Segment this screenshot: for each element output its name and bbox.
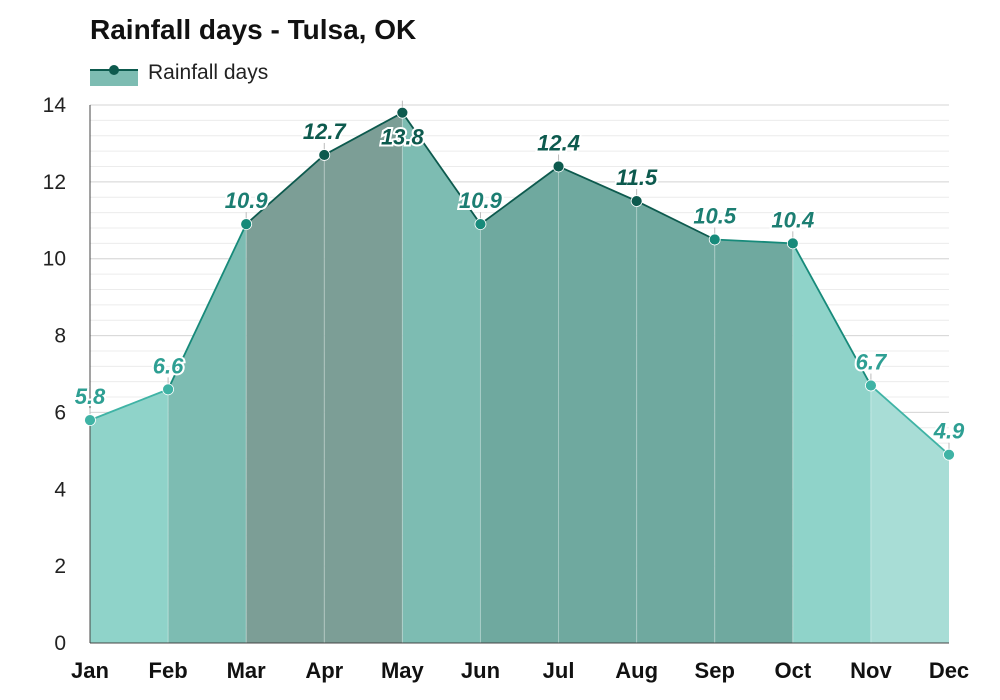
x-tick-label: Oct [774,658,811,683]
area-band [246,154,325,643]
area-band [480,166,559,643]
legend-swatch-icon [90,60,138,86]
legend: Rainfall days [90,60,268,86]
data-label: 13.8 [381,125,425,150]
y-tick-label: 12 [43,171,66,194]
data-label: 10.9 [225,188,269,213]
area-band [402,112,481,643]
x-tick-label: Sep [695,658,735,683]
x-tick-label: Nov [850,658,892,683]
series-line-segment [401,112,482,225]
series-line-segment [636,200,716,241]
area-band [90,389,169,643]
data-label: 12.7 [303,119,348,144]
legend-swatch-fill [90,70,138,86]
series-line-segment [714,238,793,245]
data-point-marker [708,233,721,246]
data-point-marker [396,106,409,119]
data-point-marker [865,379,877,392]
area-band [324,112,403,643]
y-tick-label: 2 [54,555,66,578]
x-tick-label: May [381,658,425,683]
series-line-segment [323,111,403,156]
y-tick-label: 4 [54,478,66,501]
x-tick-label: Aug [615,658,658,683]
series-line-segment [792,242,872,386]
series-line-segment [245,154,325,225]
data-label: 6.7 [856,350,888,375]
x-tick-label: Apr [305,658,343,683]
data-point-marker [318,149,331,161]
x-tick-label: Jun [461,658,500,683]
area-band [714,239,793,643]
series-line-segment [167,223,247,390]
x-tick-label: Jul [543,658,575,683]
y-tick-label: 10 [43,248,66,271]
data-labels: 5.8 6.6 10.9 12.7 13.8 10.9 12.4 11.5 10.5 10.4 6.… [73,117,967,446]
x-tick-label: Jan [71,658,109,683]
area-band [870,385,949,643]
y-tick-label: 8 [54,325,66,348]
data-point-marker [474,218,487,231]
area-band [636,201,715,644]
data-label: 12.4 [537,130,580,155]
axes: 0 2 4 6 8 10 12 14 Jan Feb Mar Apr May Jun Jul Aug Sep Oc… [43,94,970,683]
data-markers [84,100,955,461]
series-line-segment [479,165,560,225]
area-bands [90,112,949,644]
series-line-segment [89,388,169,421]
legend-swatch-marker [109,65,119,75]
chart-title: Rainfall days - Tulsa, OK [90,14,417,45]
data-point-marker [786,237,799,250]
data-label: 10.4 [771,207,814,232]
y-tick-label: 6 [54,401,66,424]
data-label: 10.5 [693,204,737,229]
data-point-marker [630,195,643,207]
data-label: 4.9 [933,419,965,444]
series-line-segment [558,165,638,202]
data-label: 5.8 [75,384,106,409]
x-tick-label: Feb [149,658,188,683]
area-band [168,224,247,643]
data-point-marker [943,448,955,461]
data-label: 10.9 [459,188,503,213]
data-point-marker [162,383,174,396]
data-point-marker [240,218,253,231]
data-label: 11.5 [616,165,658,190]
series-line [89,111,950,456]
series-line-segment [870,384,950,456]
y-tick-label: 0 [54,632,66,655]
data-point-marker [552,160,565,173]
data-label: 6.6 [153,353,184,378]
data-point-marker [84,414,96,427]
x-tick-label: Dec [929,658,969,683]
x-tick-label: Mar [227,658,267,683]
area-band [792,243,871,644]
legend-label: Rainfall days [148,61,269,84]
area-band [558,166,637,643]
y-tick-label: 14 [43,94,67,117]
